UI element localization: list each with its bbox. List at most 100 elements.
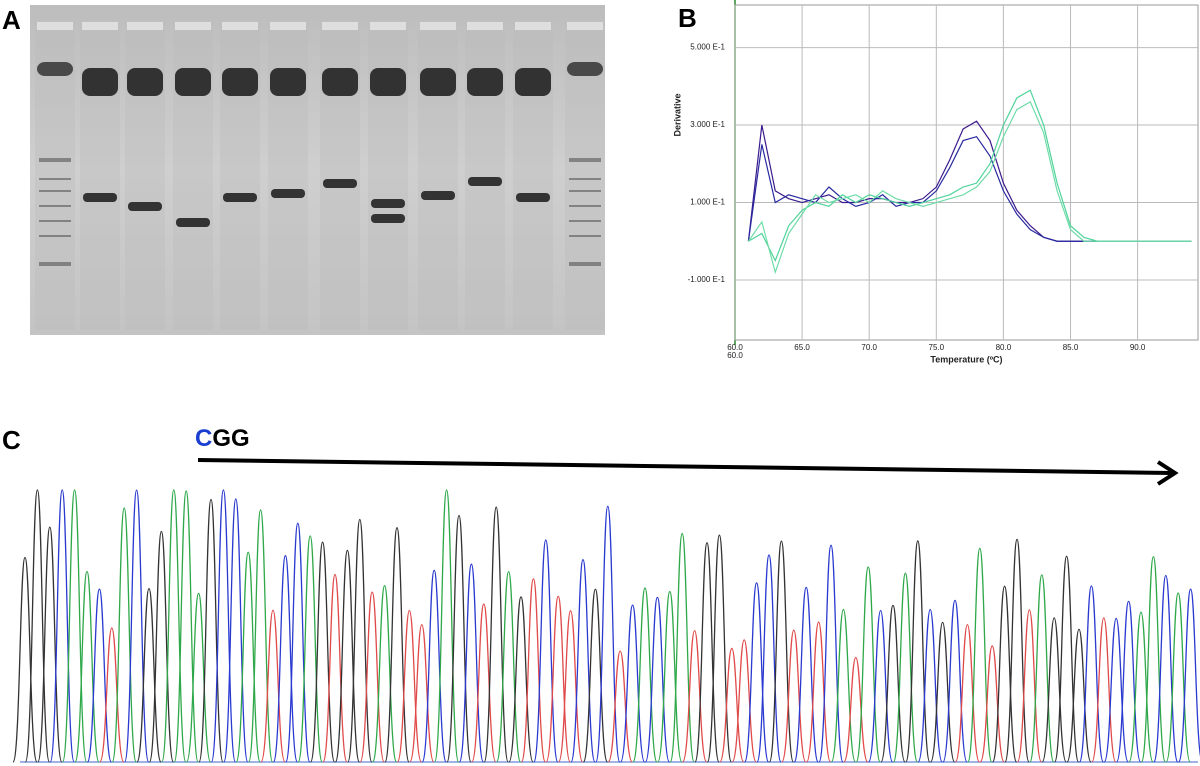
sequence-bases: GG [212,425,249,452]
trace-peak [1140,556,1167,763]
ladder-band [39,235,71,237]
x-tick-label: 65.0 [794,343,810,352]
trace-peak [111,507,137,763]
trace-peak [942,599,968,763]
trace-peak [756,554,782,763]
band [371,214,405,223]
trace-peak [892,572,919,763]
ladder-band [569,190,601,192]
trace-peak [198,498,224,763]
trace-peak [1128,611,1154,763]
trace-peak [285,522,311,763]
trace-peak [570,559,596,763]
band [567,62,603,76]
x-axis-title: Temperature (ºC) [930,354,1002,364]
trace-peak [1177,588,1200,763]
band [468,177,502,186]
ladder-band [569,235,601,237]
band [37,62,73,76]
trace-peak [557,610,584,763]
band [515,68,551,96]
x-tick-label: 70.0 [861,343,877,352]
trace-peak [830,608,857,763]
band [223,193,257,202]
band [222,68,258,96]
trace-peak [979,645,1005,763]
trace-peak [334,549,361,763]
trace-peak [495,570,522,763]
band [128,202,162,211]
arrow-shaft [197,458,1173,475]
y-axis-title: Derivative [672,93,682,136]
gel-image [30,5,605,335]
trace-peak [223,498,249,763]
trace-peak [421,569,447,763]
melt-curve [748,89,1192,263]
trace-peak [768,540,795,763]
arrow-head [1156,460,1179,486]
trace-peak [396,609,423,763]
melt-curve [747,135,1192,242]
panel-label: C [2,425,21,455]
trace-peak [297,535,323,763]
y-tick-label: 1.000 E-1 [690,198,725,207]
band [82,68,118,96]
trace-peak [681,629,708,763]
band [127,68,163,96]
trace-peak [644,596,671,763]
trace-peak [433,489,460,763]
trace-peak [359,591,385,763]
trace-peak [136,587,162,763]
trace-peak [409,624,435,763]
band [83,193,117,202]
y-tick-label: 3.000 E-1 [690,120,725,129]
ladder-band [569,262,601,266]
trace-peak [61,489,88,763]
trace-peak [1091,617,1117,763]
well [420,22,456,30]
well [222,22,258,30]
trace-peak [37,526,63,763]
trace-peak [371,584,398,763]
trace-peak [12,556,38,763]
well [467,22,503,30]
trace-peak [173,490,199,763]
trace-peak [1115,600,1142,763]
trace-peak [1053,555,1080,763]
trace-peak [719,647,745,763]
trace-peak [855,566,881,763]
well [567,22,603,30]
trace-peak [917,608,943,763]
trace-peak [347,518,373,763]
trace-peak [818,544,844,763]
trace-peak [508,596,534,763]
trace-peak [483,506,509,763]
trace-peak [843,656,869,763]
trace-peak [929,621,956,763]
well [515,22,551,30]
trace-peak [1004,538,1030,763]
ladder-band [569,220,601,222]
panel-label: B [678,3,697,33]
trace-peak [148,530,175,763]
trace-peak [1041,617,1067,763]
well [82,22,118,30]
band [371,199,405,208]
ladder-band [39,158,71,162]
plot-frame [734,4,1199,341]
x-tick-label: 75.0 [929,343,945,352]
x-tick-label: 90.0 [1130,343,1146,352]
band [420,68,456,96]
well [370,22,406,30]
trace-peak [793,586,819,763]
trace-peak [533,539,559,763]
trace-peak [743,582,770,763]
trace-peak [74,570,100,763]
trace-peak [805,621,832,763]
well [322,22,358,30]
y-tick-label: -1.000 E-1 [688,275,726,284]
band [271,189,305,198]
trace-peak [123,489,150,763]
ladder-band [39,262,71,266]
